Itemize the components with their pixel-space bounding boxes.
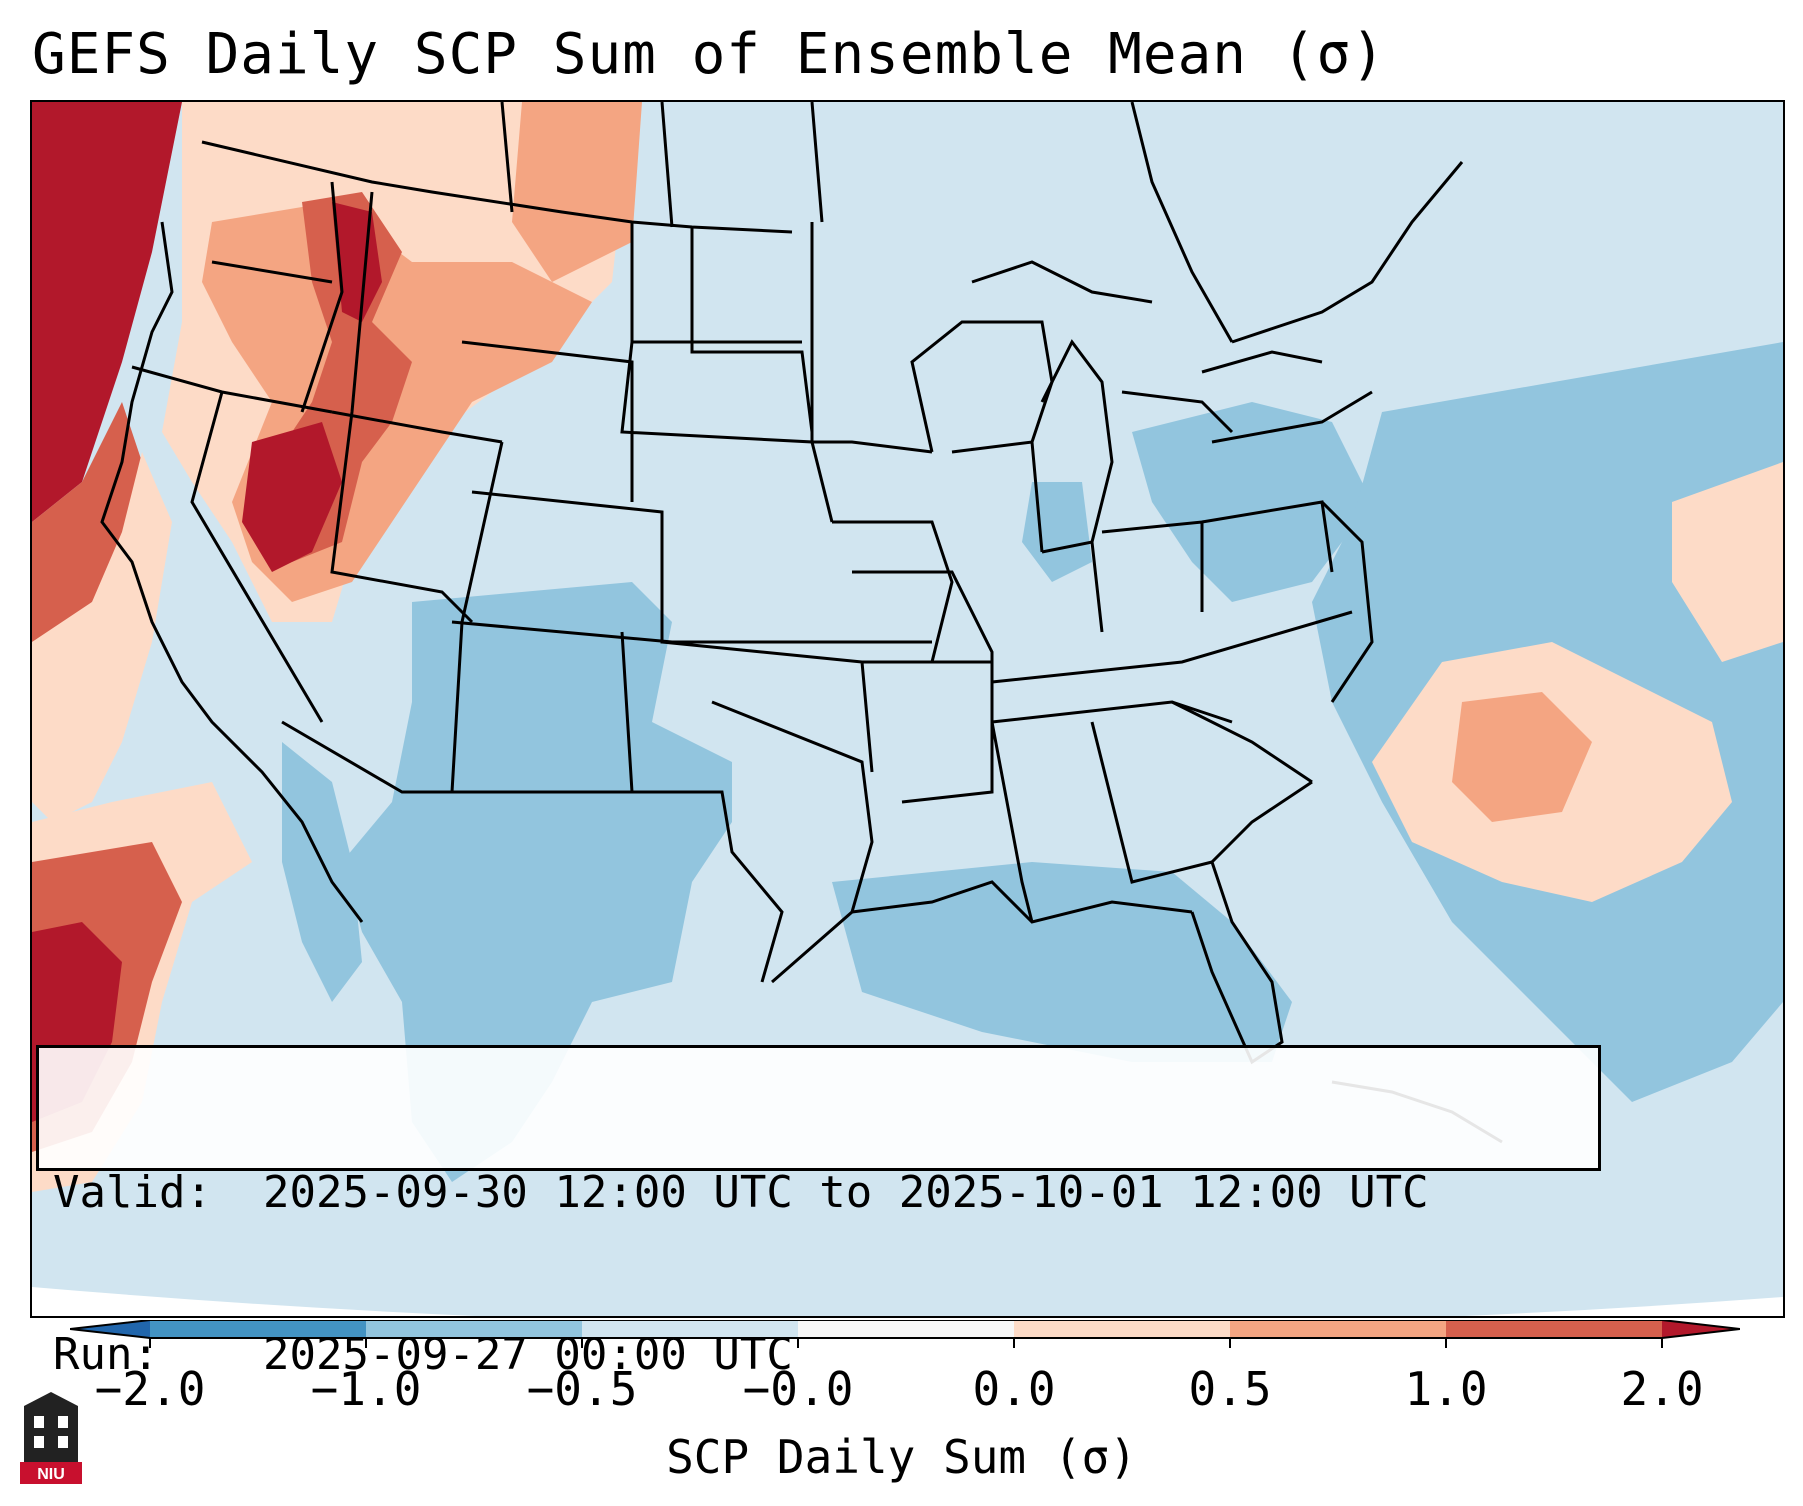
- tx-west: [622, 790, 784, 983]
- tn-ky: [991, 610, 1353, 684]
- tick-label: −0.5: [526, 1362, 638, 1416]
- west-coast-line: [100, 221, 364, 923]
- gulf-coast: [851, 880, 1193, 924]
- sd-ne: [620, 341, 834, 523]
- lake-superior-shore: [971, 260, 1153, 304]
- atlantic-east-positive: [1672, 462, 1783, 662]
- great-lakes-negative: [1132, 402, 1372, 602]
- ut-border: [330, 191, 474, 624]
- ny-border: [1211, 390, 1373, 444]
- colorbar-label: SCP Daily Sum (σ): [666, 1430, 1137, 1484]
- map-title: GEFS Daily SCP Sum of Ensemble Mean (σ): [32, 22, 1386, 87]
- valid-line: Valid: 2025-09-30 12:00 UTC to 2025-10-01…: [53, 1166, 1584, 1220]
- nv-ut-north: [331, 410, 503, 444]
- mn-border: [810, 222, 933, 454]
- logo-window: [34, 1416, 44, 1428]
- mi-border: [1040, 339, 1114, 543]
- baja-negative: [282, 742, 362, 1002]
- colorbar-under-arrow: [70, 1320, 150, 1338]
- valid-run-box: Valid: 2025-09-30 12:00 UTC to 2025-10-01…: [36, 1045, 1601, 1380]
- colorbar-ticks: [149, 1338, 1663, 1348]
- tx-east: [711, 700, 874, 984]
- florida-coast: [1190, 780, 1313, 1065]
- wy-border: [461, 340, 634, 502]
- tick-label: 1.0: [1404, 1362, 1488, 1416]
- tick-label: 0.0: [972, 1362, 1056, 1416]
- nevada-core: [242, 422, 342, 572]
- colorbar-bin-3: [582, 1320, 798, 1338]
- al-ga: [1090, 721, 1213, 884]
- ms-al: [990, 721, 1034, 923]
- colorbar-bin-1: [150, 1320, 366, 1338]
- pacific-anomaly-edge: [32, 402, 142, 642]
- logo-window: [58, 1436, 68, 1448]
- gulf-negative: [832, 862, 1292, 1062]
- niu-logo: NIU: [20, 1392, 82, 1484]
- logo-tower: [24, 1406, 78, 1462]
- az-mx-border: [281, 720, 622, 794]
- indiana-negative: [1022, 482, 1092, 582]
- valid-label: Valid:: [53, 1167, 212, 1218]
- colorbar-bin-2: [366, 1320, 582, 1338]
- tick-label: −0.0: [742, 1362, 854, 1416]
- canada-province-line-mid: [660, 102, 674, 228]
- colorbar-bin-7: [1446, 1320, 1662, 1338]
- canada-border-east: [1130, 102, 1234, 343]
- wa-or-border: [211, 260, 333, 284]
- tick-label: 0.5: [1188, 1362, 1272, 1416]
- lake-ontario-shore: [1201, 350, 1323, 374]
- nd-sd: [690, 227, 814, 433]
- map-canvas: [32, 102, 1783, 1316]
- ia-mo: [832, 520, 954, 663]
- colorbar-bin-6: [1230, 1320, 1446, 1338]
- colorbar-bin-4: [798, 1320, 1014, 1338]
- tick-label: 2.0: [1620, 1362, 1704, 1416]
- atlantic-positive-core: [1452, 692, 1592, 822]
- canada-province-line: [810, 102, 824, 223]
- id-border: [300, 181, 344, 413]
- canada-east: [1231, 161, 1464, 344]
- colorbar-over-arrow: [1662, 1320, 1740, 1338]
- sc-border: [1171, 700, 1313, 784]
- colorbar-bin-5: [1014, 1320, 1230, 1338]
- southwest-negative: [342, 582, 732, 1182]
- east-coast-north: [1320, 500, 1374, 703]
- logo-text: NIU: [37, 1466, 65, 1483]
- pacific-high-anomaly: [32, 102, 182, 522]
- pacific-anomaly-fringe: [32, 452, 172, 822]
- nm-east: [620, 631, 634, 793]
- logo-window: [58, 1416, 68, 1428]
- tick-label: −2.0: [94, 1362, 206, 1416]
- valid-value: 2025-09-30 12:00 UTC to 2025-10-01 12:00…: [263, 1167, 1429, 1218]
- map-panel: [30, 100, 1785, 1318]
- logo-window: [34, 1436, 44, 1448]
- colorbar: [70, 1320, 1740, 1348]
- lake-erie-shore: [1121, 390, 1234, 434]
- montana-north-anomaly: [512, 102, 642, 282]
- state-boundaries: [100, 102, 1503, 1144]
- logo-banner: [20, 1462, 82, 1484]
- logo-roof: [24, 1392, 78, 1406]
- tick-label: −1.0: [310, 1362, 422, 1416]
- nv-border: [190, 391, 324, 723]
- canada-province-line-west: [500, 102, 514, 213]
